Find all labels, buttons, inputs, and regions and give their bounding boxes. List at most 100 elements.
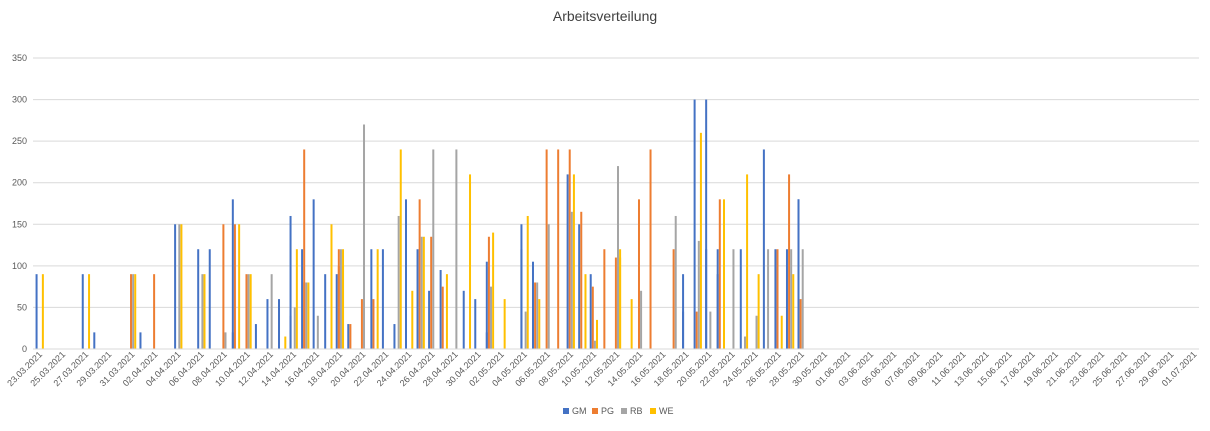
- legend-label-gm: GM: [572, 406, 587, 416]
- bar-we: [330, 224, 333, 349]
- legend-label-pg: PG: [601, 406, 614, 416]
- bar-rb: [316, 315, 319, 349]
- bar-gm: [589, 274, 592, 349]
- bar-we: [469, 174, 472, 349]
- bar-rb: [743, 336, 746, 349]
- y-tick-label: 350: [12, 53, 27, 63]
- bar-rb: [801, 249, 804, 349]
- bar-we: [538, 299, 541, 349]
- bar-rb: [697, 240, 700, 349]
- bar-rb: [755, 315, 758, 349]
- bar-we: [723, 199, 725, 349]
- bar-gm: [324, 274, 327, 349]
- bar-gm: [347, 324, 350, 349]
- bar-gm: [520, 249, 523, 349]
- bar-gm: [289, 215, 292, 349]
- bar-pg: [487, 236, 490, 349]
- bar-we: [503, 299, 506, 349]
- bar-gm: [485, 261, 488, 349]
- bar-gm: [785, 249, 788, 349]
- bar-we: [88, 274, 91, 349]
- bar-pg: [303, 282, 306, 349]
- legend-swatch-gm: [563, 408, 569, 414]
- bar-we: [41, 274, 44, 349]
- bar-rb: [363, 124, 366, 349]
- bar-pg: [649, 149, 652, 349]
- bar-rb: [305, 282, 308, 349]
- bar-gm: [693, 99, 696, 349]
- bar-we: [238, 224, 241, 349]
- bar-pg: [788, 174, 791, 349]
- y-tick-label: 150: [12, 219, 27, 229]
- bar-rb: [224, 332, 227, 349]
- bar-we: [584, 274, 587, 349]
- bar-we: [699, 132, 702, 349]
- y-tick-label: 200: [12, 178, 27, 188]
- bar-rb: [293, 307, 296, 349]
- bar-gm: [393, 324, 396, 349]
- bar-gm: [428, 290, 431, 349]
- legend-label-we: WE: [659, 406, 674, 416]
- bar-we: [492, 232, 495, 349]
- bar-gm: [231, 199, 234, 349]
- bar-gm: [278, 299, 281, 349]
- bar-gm: [416, 249, 419, 349]
- bar-we: [596, 319, 599, 349]
- bar-pg: [337, 265, 340, 349]
- bar-we: [203, 274, 206, 349]
- bar-pg: [718, 199, 721, 349]
- bar-rb: [617, 166, 619, 349]
- bar-pg: [534, 282, 537, 349]
- bar-pg: [672, 249, 675, 349]
- bar-rb: [201, 274, 204, 349]
- bar-gm: [531, 261, 534, 349]
- bar-gm: [208, 249, 211, 349]
- bar-gm: [762, 149, 765, 349]
- bar-rb: [593, 340, 596, 349]
- bar-we: [746, 174, 749, 349]
- bar-we: [307, 282, 310, 349]
- bar-gm: [197, 249, 200, 349]
- bar-pg: [591, 286, 594, 349]
- bar-we: [630, 299, 633, 349]
- bar-rb: [570, 211, 573, 349]
- x-axis: 23.03.202125.03.202127.03.202129.03.2021…: [5, 348, 1199, 388]
- bar-pg: [614, 257, 617, 349]
- bars: [35, 99, 804, 349]
- legend-label-rb: RB: [630, 406, 643, 416]
- bar-gm: [139, 332, 142, 349]
- bar-pg: [580, 211, 583, 349]
- bar-rb: [270, 274, 273, 349]
- bar-gm: [774, 249, 777, 349]
- bar-gm: [682, 274, 685, 349]
- bar-gm: [566, 174, 569, 349]
- bar-pg: [568, 149, 571, 349]
- bar-pg: [430, 236, 433, 349]
- bar-we: [445, 274, 448, 349]
- bar-rb: [132, 274, 135, 349]
- bar-we: [792, 274, 795, 349]
- bar-gm: [439, 270, 442, 349]
- legend: GM PG RB WE: [563, 406, 674, 416]
- bar-rb: [709, 311, 712, 349]
- y-tick-label: 300: [12, 95, 27, 105]
- bar-gm: [174, 224, 177, 349]
- bar-gm: [266, 299, 269, 349]
- bar-pg: [153, 274, 156, 349]
- bar-pg: [776, 249, 779, 349]
- bar-gm: [254, 324, 257, 349]
- bar-pg: [799, 299, 802, 349]
- bar-gm: [797, 199, 800, 349]
- bar-we: [295, 249, 298, 349]
- legend-swatch-pg: [592, 408, 598, 414]
- bar-gm: [93, 332, 96, 349]
- bar-gm: [474, 299, 477, 349]
- bar-gm: [381, 249, 384, 349]
- bar-rb: [767, 249, 770, 349]
- legend-swatch-rb: [621, 408, 627, 414]
- bar-pg: [303, 149, 306, 349]
- bar-we: [422, 236, 425, 349]
- bar-rb: [674, 215, 677, 349]
